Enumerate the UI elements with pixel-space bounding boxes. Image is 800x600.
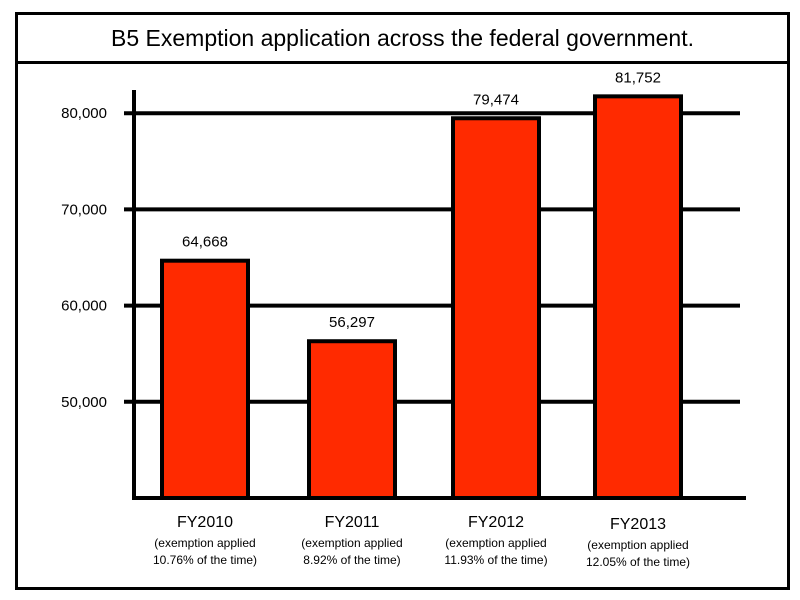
chart-title: B5 Exemption application across the fede… [111, 24, 694, 51]
category-note: (exemption applied [154, 536, 255, 550]
category-note: 10.76% of the time) [153, 553, 257, 567]
x-tick-label: FY2012 [468, 514, 524, 531]
x-tick-label: FY2011 [325, 514, 380, 531]
x-tick-label: FY2013 [610, 516, 666, 533]
y-tick-label: 60,000 [61, 298, 107, 315]
bar-fy2012 [451, 116, 541, 500]
y-tick-label: 70,000 [61, 201, 107, 218]
value-label: 81,752 [615, 69, 661, 86]
category-note: 8.92% of the time) [303, 553, 400, 567]
value-label: 79,474 [473, 91, 519, 108]
category-note: 11.93% of the time) [444, 553, 547, 567]
bar-fy2011 [307, 339, 397, 501]
x-tick-label: FY2010 [177, 514, 233, 531]
bar-fy2010 [160, 258, 250, 500]
category-note: (exemption applied [301, 536, 402, 550]
y-tick-label: 50,000 [61, 394, 107, 411]
bar-fy2013 [593, 94, 683, 500]
y-tick-label: 80,000 [61, 105, 107, 122]
category-note: (exemption applied [445, 536, 546, 550]
value-label: 64,668 [182, 234, 228, 251]
category-note: 12.05% of the time) [586, 555, 690, 569]
title-box: B5 Exemption application across the fede… [15, 12, 790, 64]
category-note: (exemption applied [587, 538, 688, 552]
value-label: 56,297 [329, 314, 375, 331]
